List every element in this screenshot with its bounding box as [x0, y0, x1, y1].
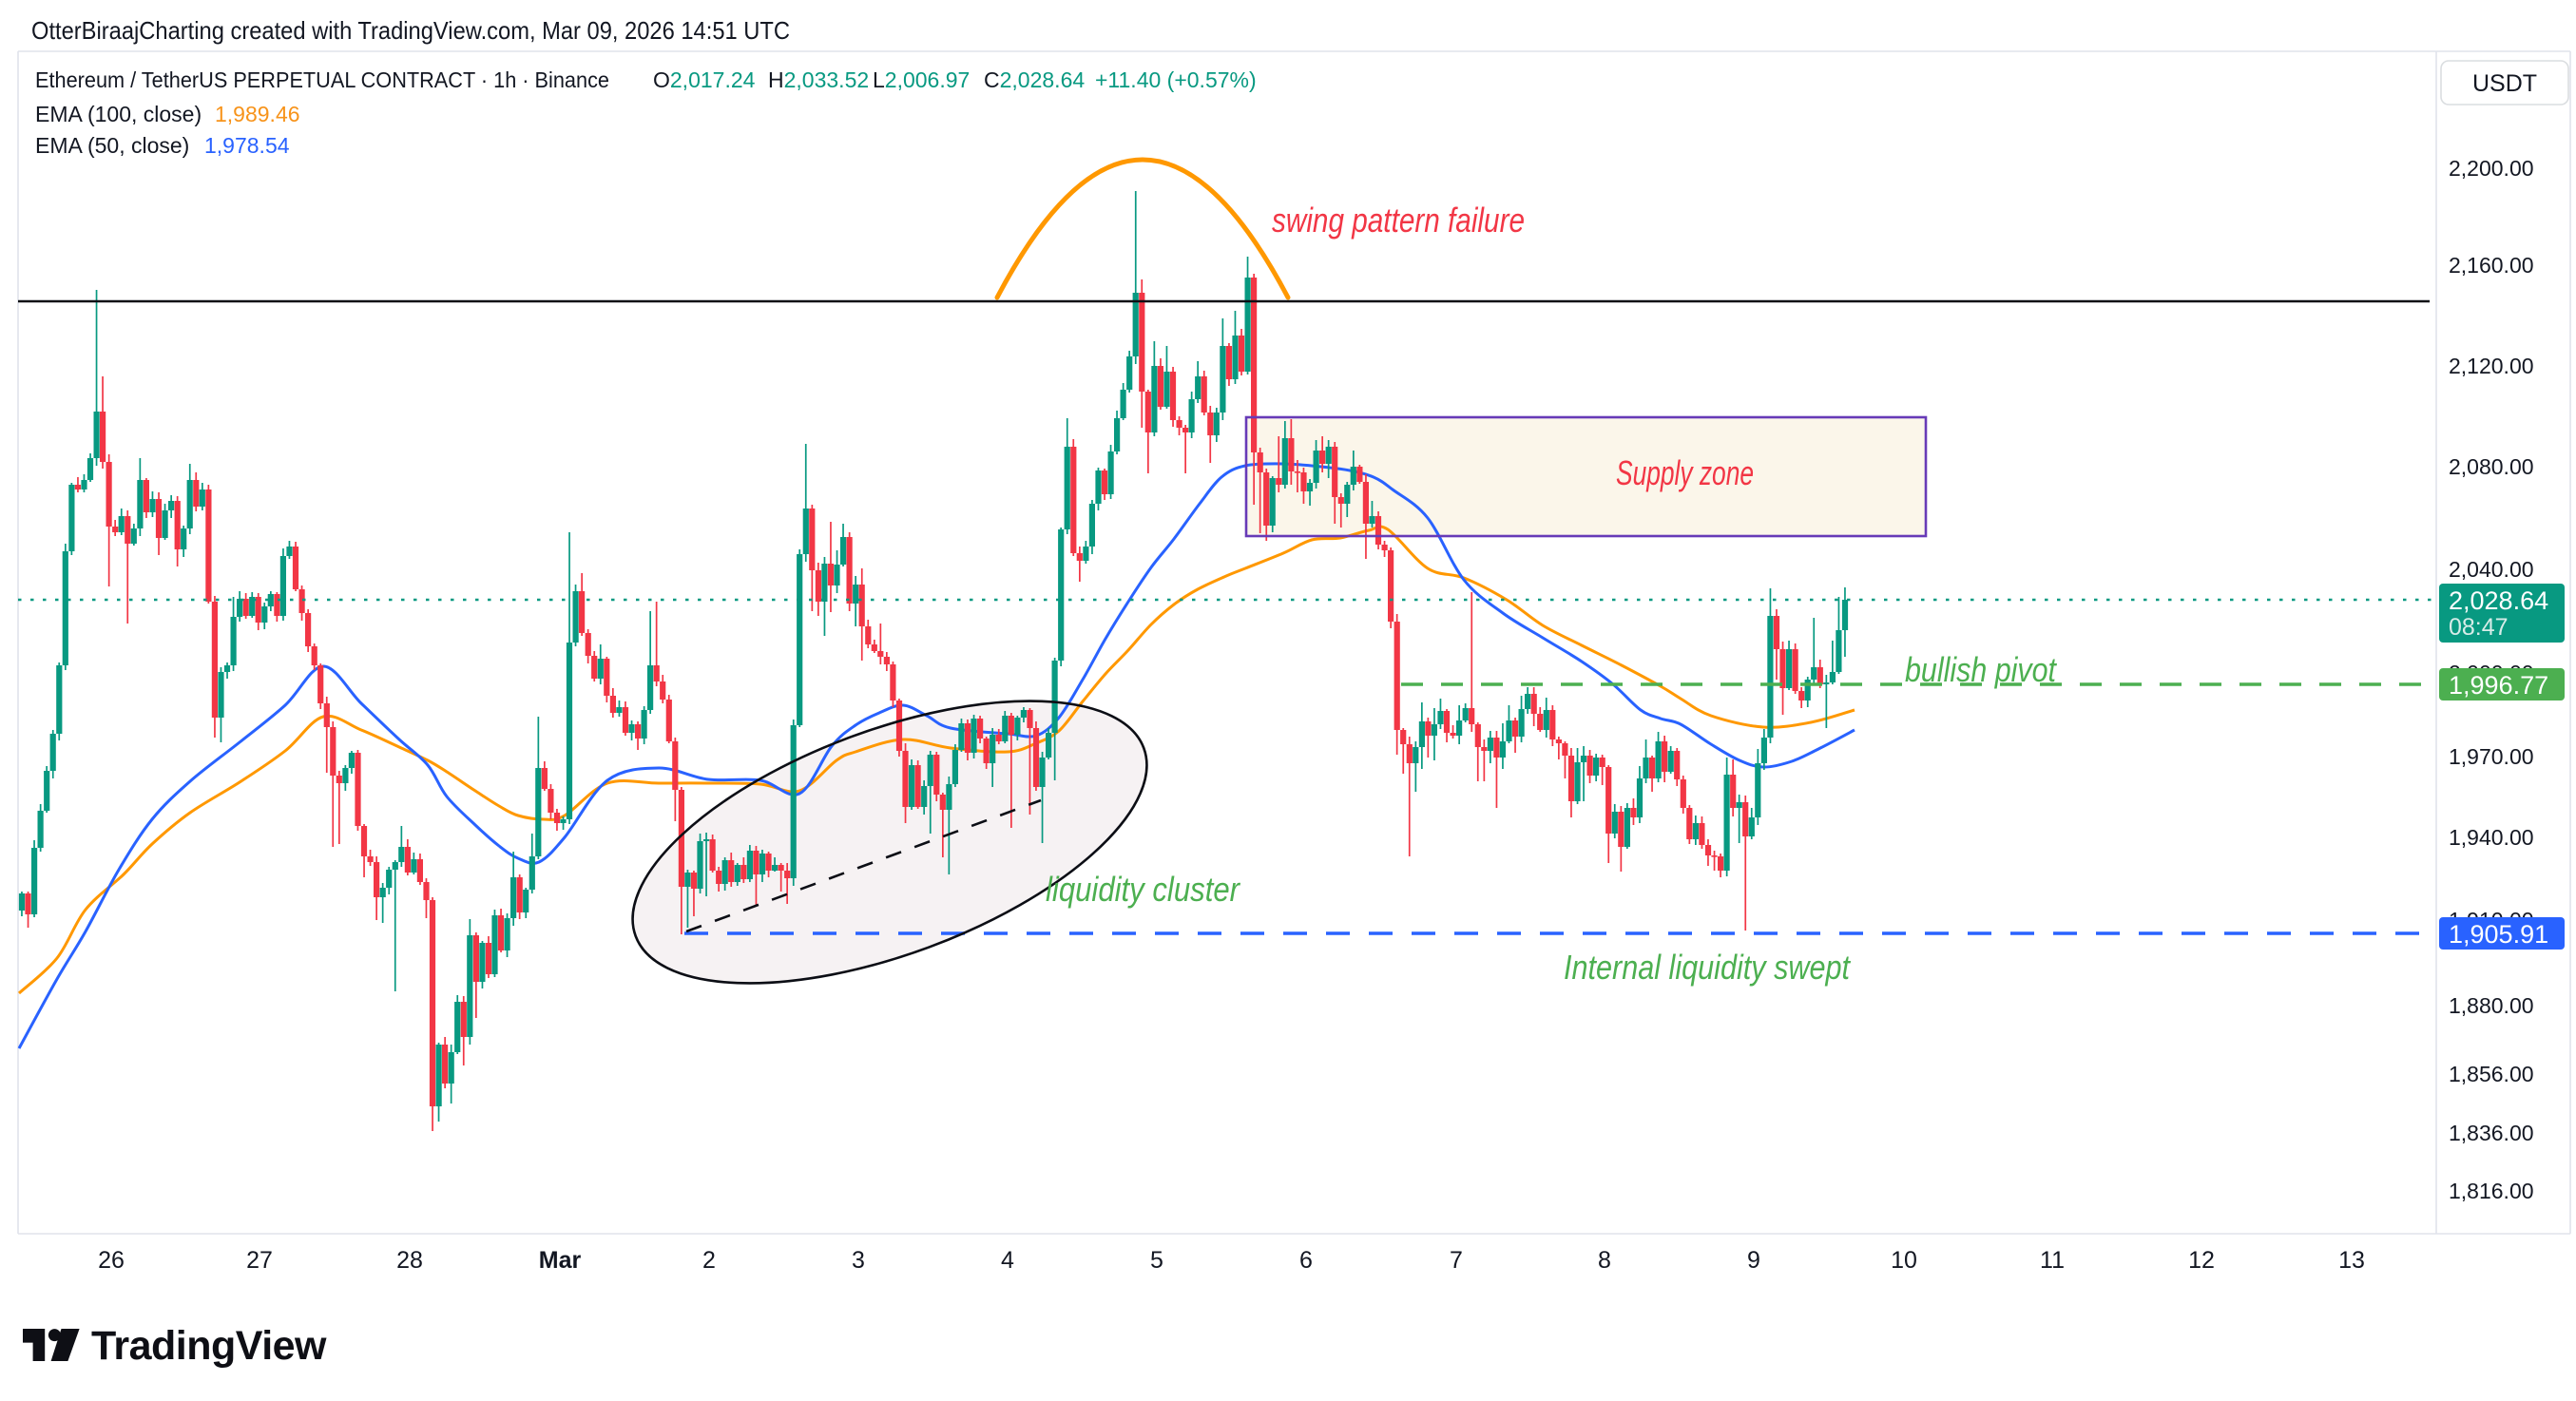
- svg-text:1,970.00: 1,970.00: [2449, 744, 2534, 769]
- svg-text:4: 4: [1001, 1247, 1014, 1274]
- svg-text:2,028.64: 2,028.64: [2449, 586, 2548, 615]
- svg-text:26: 26: [98, 1247, 125, 1274]
- svg-text:L2,006.97: L2,006.97: [873, 67, 970, 92]
- svg-text:2,160.00: 2,160.00: [2449, 253, 2534, 278]
- svg-text:1,816.00: 1,816.00: [2449, 1179, 2534, 1203]
- svg-text:C2,028.64: C2,028.64: [984, 67, 1085, 92]
- svg-text:Ethereum / TetherUS PERPETUAL: Ethereum / TetherUS PERPETUAL CONTRACT ·…: [35, 67, 609, 92]
- svg-text:1,905.91: 1,905.91: [2449, 920, 2548, 949]
- svg-text:1,978.54: 1,978.54: [204, 133, 290, 158]
- svg-text:6: 6: [1299, 1247, 1313, 1274]
- svg-text:1,836.00: 1,836.00: [2449, 1121, 2534, 1145]
- svg-text:bullish pivot: bullish pivot: [1905, 650, 2058, 689]
- svg-text:Internal liquidity swept: Internal liquidity swept: [1564, 948, 1852, 987]
- svg-text:swing pattern failure: swing pattern failure: [1272, 201, 1525, 240]
- svg-text:O2,017.24: O2,017.24: [653, 67, 756, 92]
- svg-text:11: 11: [2040, 1247, 2065, 1274]
- svg-text:08:47: 08:47: [2449, 614, 2509, 641]
- svg-text:10: 10: [1891, 1247, 1917, 1274]
- svg-text:EMA (50, close): EMA (50, close): [35, 133, 189, 158]
- svg-text:1,989.46: 1,989.46: [215, 102, 300, 126]
- svg-text:liquidity cluster: liquidity cluster: [1046, 870, 1241, 909]
- svg-text:Mar: Mar: [539, 1247, 582, 1274]
- svg-text:2,040.00: 2,040.00: [2449, 557, 2534, 582]
- svg-text:1,856.00: 1,856.00: [2449, 1062, 2534, 1086]
- svg-text:USDT: USDT: [2472, 70, 2537, 97]
- svg-text:7: 7: [1450, 1247, 1463, 1274]
- svg-text:H2,033.52: H2,033.52: [768, 67, 869, 92]
- svg-text:+11.40 (+0.57%): +11.40 (+0.57%): [1095, 67, 1257, 92]
- svg-text:2,120.00: 2,120.00: [2449, 354, 2534, 378]
- svg-text:2,200.00: 2,200.00: [2449, 156, 2534, 181]
- svg-text:1,996.77: 1,996.77: [2449, 671, 2548, 700]
- svg-text:2: 2: [702, 1247, 716, 1274]
- svg-text:1,880.00: 1,880.00: [2449, 993, 2534, 1018]
- svg-text:Supply zone: Supply zone: [1616, 453, 1754, 492]
- svg-text:EMA (100, close): EMA (100, close): [35, 102, 202, 126]
- svg-text:OtterBiraajCharting created wi: OtterBiraajCharting created with Trading…: [31, 16, 790, 45]
- svg-text:5: 5: [1150, 1247, 1163, 1274]
- svg-text:TradingView: TradingView: [91, 1323, 327, 1369]
- svg-text:13: 13: [2338, 1247, 2365, 1274]
- svg-text:1,940.00: 1,940.00: [2449, 825, 2534, 850]
- svg-text:8: 8: [1598, 1247, 1611, 1274]
- svg-text:3: 3: [852, 1247, 865, 1274]
- svg-text:2,080.00: 2,080.00: [2449, 454, 2534, 479]
- svg-text:9: 9: [1747, 1247, 1760, 1274]
- svg-text:12: 12: [2188, 1247, 2215, 1274]
- svg-text:28: 28: [396, 1247, 423, 1274]
- svg-text:27: 27: [246, 1247, 273, 1274]
